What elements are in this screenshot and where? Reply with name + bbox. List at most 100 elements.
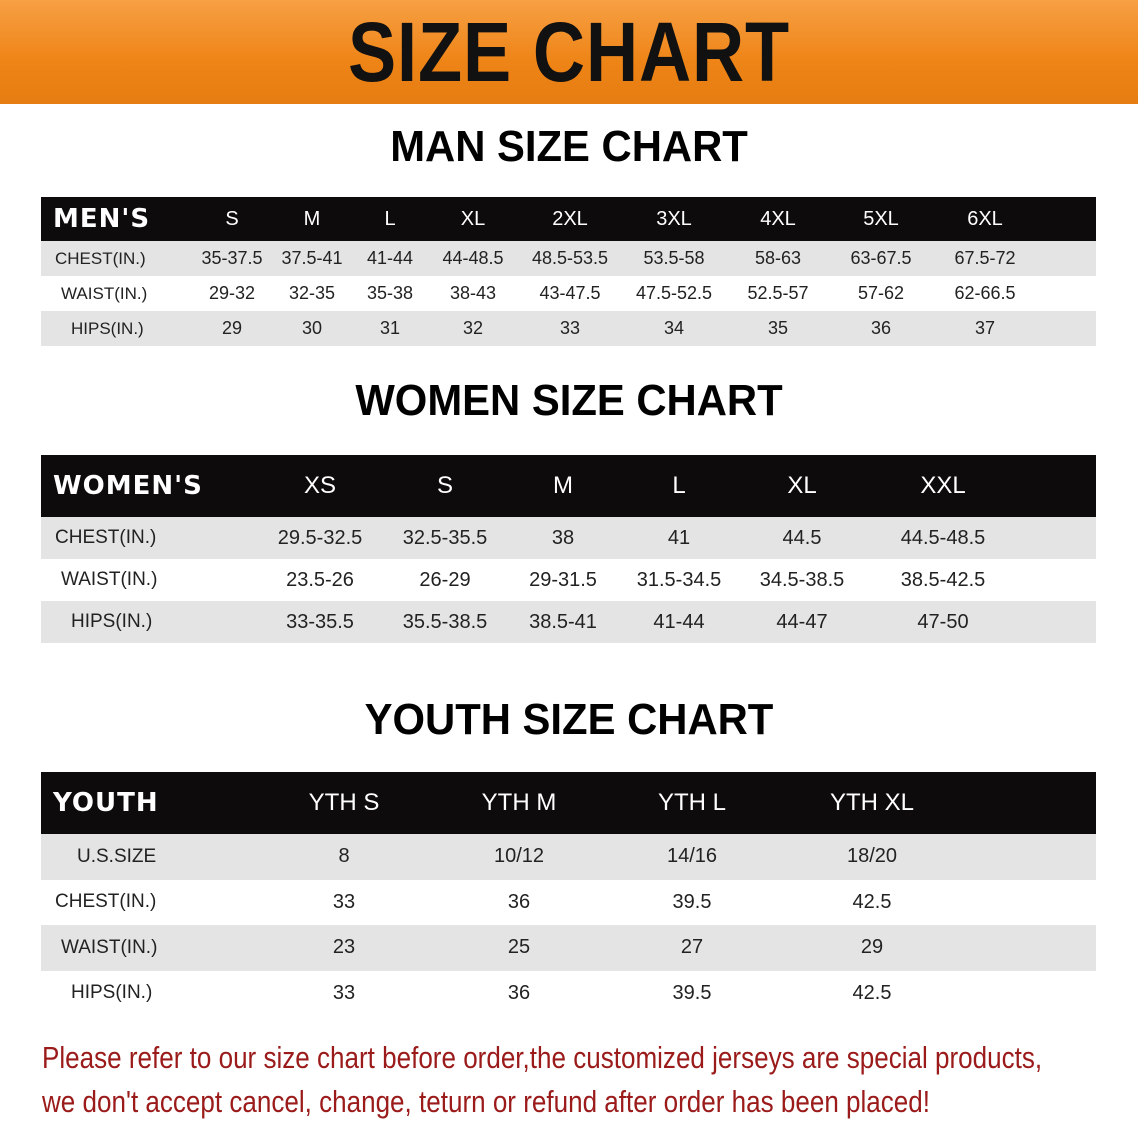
size-header-xs: XS (303, 472, 336, 499)
table-cell: 42.5 (852, 890, 892, 913)
table-cell: 42.5 (852, 981, 892, 1004)
row-label: CHEST(IN.) (55, 527, 157, 548)
table-cell: 36 (507, 890, 531, 913)
women-section-title: WOMEN SIZE CHART (355, 376, 783, 425)
row-label: HIPS(IN.) (71, 982, 153, 1004)
table-row: WAIST(IN.) 29-32 32-35 35-38 38-43 43-47.5 47.… (41, 276, 1096, 311)
size-header-xl: XL (460, 207, 486, 230)
table-cell: 39.5 (672, 890, 712, 913)
order-notice: Please refer to our size chart before or… (42, 1036, 1043, 1124)
table-cell: 31.5-34.5 (636, 568, 722, 591)
size-header-6xl: 6XL (967, 207, 1003, 230)
table-cell: 30 (301, 318, 323, 338)
table-cell: 47.5-52.5 (635, 283, 713, 303)
table-cell: 47-50 (917, 610, 969, 633)
men-header-row: MEN'S S M L XL 2XL 3XL 4XL 5XL 6XL (41, 197, 1096, 241)
table-row: U.S.SIZE 8 10/12 14/16 18/20 (41, 834, 1096, 880)
table-cell: 25 (507, 936, 531, 959)
row-label: CHEST(IN.) (55, 248, 146, 268)
youth-section-title: YOUTH SIZE CHART (364, 695, 774, 744)
size-header-s: S (436, 472, 453, 499)
table-cell: 35-38 (366, 283, 414, 303)
women-header-row: WOMEN'S XS S M L XL XXL (41, 455, 1096, 517)
table-cell: 23.5-26 (286, 568, 354, 591)
notice-line-1: Please refer to our size chart before or… (42, 1040, 1043, 1075)
table-cell: 38 (551, 526, 575, 549)
table-cell: 35 (767, 318, 789, 338)
table-cell: 44.5-48.5 (900, 526, 986, 549)
men-corner-label: MEN'S (53, 204, 151, 234)
size-header-s: S (225, 207, 239, 230)
table-cell: 8 (338, 845, 350, 868)
table-cell: 31 (379, 318, 401, 338)
size-header-xl: XL (787, 472, 817, 499)
size-header-yth-l: YTH L (657, 789, 726, 816)
table-cell: 32 (462, 318, 484, 338)
header-banner: SIZE CHART (0, 0, 1138, 104)
row-label: HIPS(IN.) (71, 318, 144, 338)
notice-line-2: we don't accept cancel, change, teturn o… (42, 1084, 931, 1119)
table-row: WAIST(IN.) 23 25 27 29 (41, 925, 1096, 971)
table-cell: 29.5-32.5 (277, 526, 363, 549)
table-row: HIPS(IN.) 33 36 39.5 42.5 (41, 971, 931, 1017)
table-cell: 35.5-38.5 (402, 610, 488, 633)
size-header-yth-s: YTH S (308, 789, 380, 816)
men-section-title: MAN SIZE CHART (390, 122, 748, 171)
table-cell: 29-31.5 (529, 568, 597, 591)
size-header-5xl: 5XL (863, 207, 899, 230)
table-cell: 43-47.5 (539, 283, 601, 303)
table-cell: 29 (860, 936, 884, 959)
table-cell: 53.5-58 (643, 248, 705, 268)
size-header-2xl: 2XL (552, 207, 588, 230)
table-cell: 18/20 (846, 845, 898, 868)
table-row: CHEST(IN.) 35-37.5 37.5-41 41-44 44-48.5 48.5… (41, 241, 1096, 276)
table-cell: 48.5-53.5 (531, 248, 609, 268)
table-cell: 36 (507, 981, 531, 1004)
women-corner-label: WOMEN'S (53, 471, 203, 501)
youth-header-row: YOUTH YTH S YTH M YTH L YTH XL (41, 772, 1096, 834)
table-cell: 44-47 (776, 610, 828, 633)
table-cell: 41-44 (653, 610, 705, 633)
row-label: HIPS(IN.) (71, 611, 153, 632)
size-header-l: L (672, 472, 686, 499)
table-row: HIPS(IN.) 33-35.5 35.5-38.5 38.5-41 41-44 44-… (41, 601, 1096, 643)
size-header-l: L (384, 207, 396, 230)
table-cell: 38.5-42.5 (900, 568, 986, 591)
table-cell: 38.5-41 (529, 610, 597, 633)
youth-corner-label: YOUTH (53, 788, 159, 818)
size-header-m: M (303, 207, 321, 230)
table-cell: 52.5-57 (747, 283, 809, 303)
table-cell: 38-43 (449, 283, 497, 303)
row-label: CHEST(IN.) (55, 891, 157, 913)
table-cell: 14/16 (666, 845, 718, 868)
table-cell: 41-44 (366, 248, 414, 268)
table-cell: 37 (974, 318, 996, 338)
table-row: WAIST(IN.) 23.5-26 26-29 29-31.5 31.5-34.5 34… (41, 559, 1096, 601)
table-cell: 33-35.5 (286, 610, 354, 633)
table-cell: 29-32 (208, 283, 256, 303)
table-cell: 35-37.5 (201, 248, 263, 268)
table-cell: 39.5 (672, 981, 712, 1004)
size-header-3xl: 3XL (656, 207, 692, 230)
table-cell: 34.5-38.5 (759, 568, 845, 591)
table-cell: 33 (559, 318, 581, 338)
table-cell: 33 (332, 890, 356, 913)
table-cell: 44.5 (782, 526, 822, 549)
table-cell: 57-62 (857, 283, 905, 303)
table-cell: 36 (870, 318, 892, 338)
page-title: SIZE CHART (347, 5, 791, 99)
table-cell: 32-35 (288, 283, 336, 303)
table-cell: 63-67.5 (850, 248, 912, 268)
row-label: WAIST(IN.) (61, 936, 158, 958)
size-header-xxl: XXL (920, 472, 966, 499)
table-cell: 62-66.5 (954, 283, 1016, 303)
table-cell: 34 (663, 318, 685, 338)
size-header-m: M (553, 472, 573, 499)
table-row: CHEST(IN.) 33 36 39.5 42.5 (41, 880, 1096, 926)
table-cell: 37.5-41 (281, 248, 343, 268)
table-cell: 41 (667, 526, 691, 549)
table-cell: 26-29 (419, 568, 471, 591)
table-row: CHEST(IN.) 29.5-32.5 32.5-35.5 38 41 44.5 44.5… (41, 517, 1096, 559)
table-cell: 27 (680, 936, 704, 959)
table-cell: 67.5-72 (954, 248, 1016, 268)
